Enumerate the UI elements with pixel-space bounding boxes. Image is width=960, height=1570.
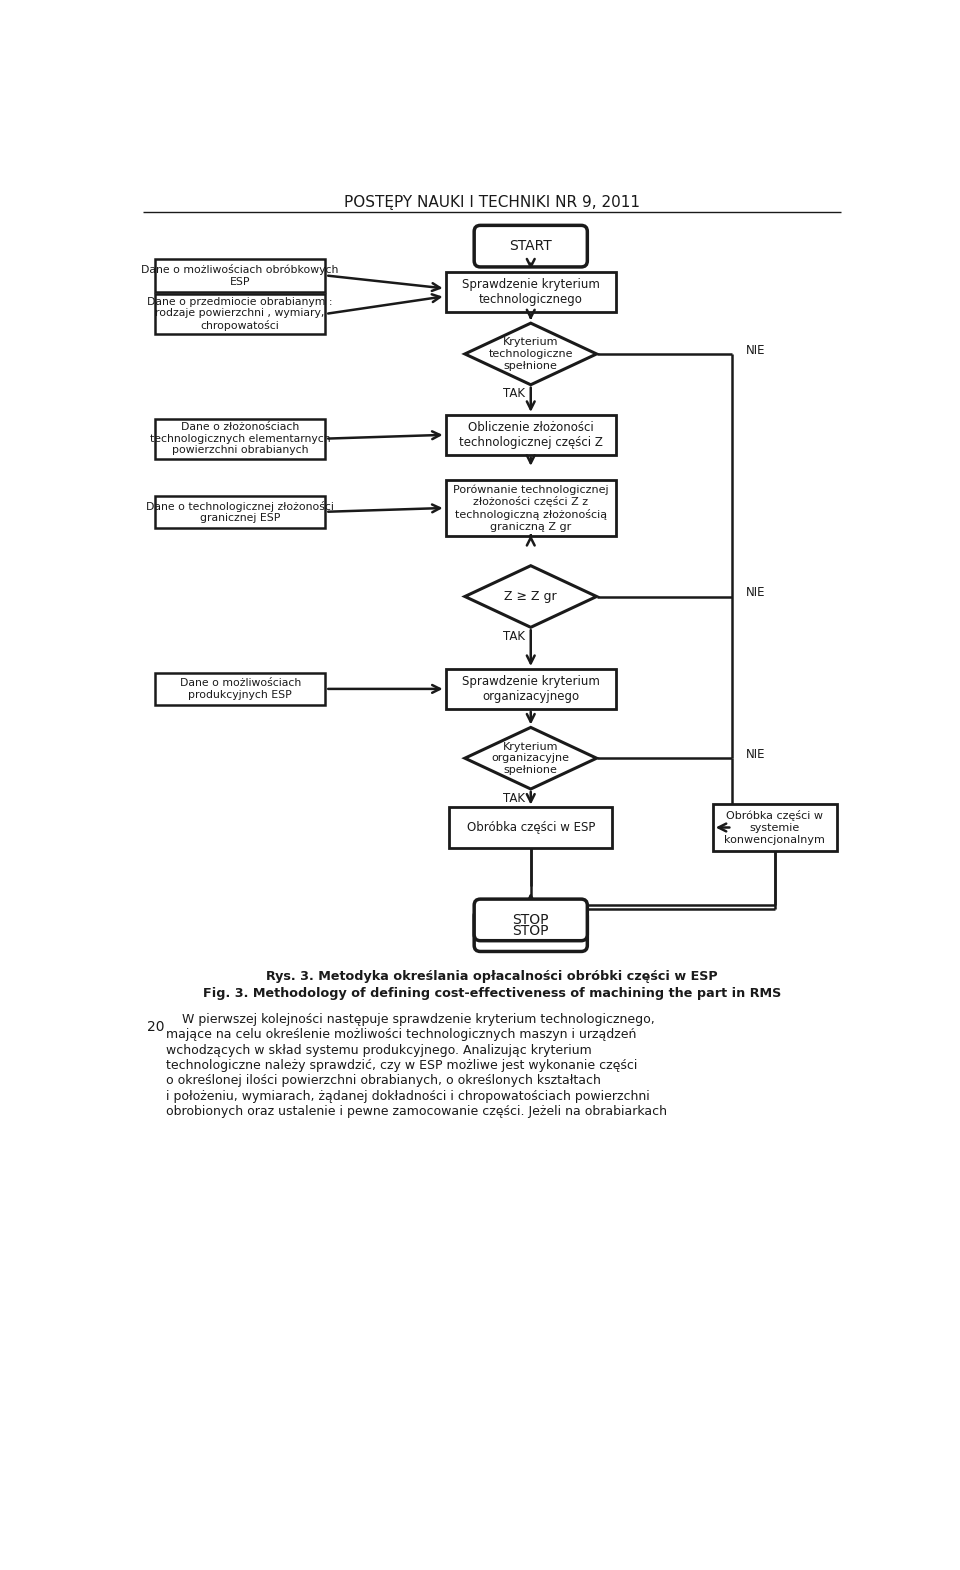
FancyBboxPatch shape — [155, 259, 325, 292]
FancyBboxPatch shape — [449, 807, 612, 848]
Text: Dane o technologicznej złożoności
granicznej ESP: Dane o technologicznej złożoności granic… — [146, 501, 334, 523]
Text: 20: 20 — [147, 1020, 164, 1035]
Text: NIE: NIE — [746, 344, 766, 356]
Text: technologiczne należy sprawdzić, czy w ESP możliwe jest wykonanie części: technologiczne należy sprawdzić, czy w E… — [166, 1058, 637, 1072]
Text: Dane o przedmiocie obrabianym :
rodzaje powierzchni , wymiary,
chropowatości: Dane o przedmiocie obrabianym : rodzaje … — [148, 297, 333, 331]
FancyBboxPatch shape — [155, 294, 325, 334]
Text: Dane o możliwościach
produkcyjnych ESP: Dane o możliwościach produkcyjnych ESP — [180, 678, 300, 700]
Text: Sprawdzenie kryterium
technologicznego: Sprawdzenie kryterium technologicznego — [462, 278, 600, 306]
FancyBboxPatch shape — [155, 496, 325, 528]
Text: TAK: TAK — [503, 388, 525, 400]
FancyBboxPatch shape — [155, 672, 325, 705]
Text: Porównanie technologicznej
złożoności części Z z
technologiczną złożonością
gran: Porównanie technologicznej złożoności cz… — [453, 484, 609, 532]
FancyBboxPatch shape — [445, 414, 616, 455]
Text: TAK: TAK — [503, 630, 525, 644]
Text: Z ≥ Z gr: Z ≥ Z gr — [504, 590, 557, 603]
Text: obrobionych oraz ustalenie i pewne zamocowanie części. Jeżeli na obrabiarkach: obrobionych oraz ustalenie i pewne zamoc… — [166, 1105, 667, 1118]
Text: STOP: STOP — [513, 912, 549, 926]
Text: Dane o możliwościach obróbkowych
ESP: Dane o możliwościach obróbkowych ESP — [141, 264, 339, 287]
Text: Rys. 3. Metodyka określania opłacalności obróbki części w ESP: Rys. 3. Metodyka określania opłacalności… — [266, 970, 718, 983]
FancyBboxPatch shape — [445, 669, 616, 710]
FancyBboxPatch shape — [713, 804, 837, 851]
Text: Obróbka części w
systemie
konwencjonalnym: Obróbka części w systemie konwencjonalny… — [725, 810, 826, 845]
Polygon shape — [465, 727, 596, 790]
Text: Obliczenie złożoności
technologicznej części Z: Obliczenie złożoności technologicznej cz… — [459, 421, 603, 449]
Text: TAK: TAK — [503, 791, 525, 805]
FancyBboxPatch shape — [474, 900, 588, 940]
FancyBboxPatch shape — [445, 480, 616, 535]
Text: STOP: STOP — [513, 923, 549, 937]
Text: POSTĘPY NAUKI I TECHNIKI NR 9, 2011: POSTĘPY NAUKI I TECHNIKI NR 9, 2011 — [344, 195, 640, 210]
Polygon shape — [465, 565, 596, 628]
Text: Kryterium
organizacyjne
spełnione: Kryterium organizacyjne spełnione — [492, 741, 569, 776]
FancyBboxPatch shape — [474, 911, 588, 951]
Text: mające na celu określenie możliwości technologicznych maszyn i urządzeń: mające na celu określenie możliwości tec… — [166, 1028, 636, 1041]
FancyBboxPatch shape — [155, 419, 325, 458]
Text: wchodzących w skład systemu produkcyjnego. Analizując kryterium: wchodzących w skład systemu produkcyjneg… — [166, 1044, 592, 1057]
FancyBboxPatch shape — [445, 272, 616, 312]
Text: Fig. 3. Methodology of defining cost-effectiveness of machining the part in RMS: Fig. 3. Methodology of defining cost-eff… — [203, 988, 781, 1000]
Text: Obróbka części w ESP: Obróbka części w ESP — [467, 821, 595, 834]
Text: i położeniu, wymiarach, żądanej dokładności i chropowatościach powierzchni: i położeniu, wymiarach, żądanej dokładno… — [166, 1090, 650, 1102]
Text: W pierwszej kolejności następuje sprawdzenie kryterium technologicznego,: W pierwszej kolejności następuje sprawdz… — [166, 1013, 656, 1025]
Text: NIE: NIE — [746, 747, 766, 761]
Text: START: START — [510, 239, 552, 253]
Text: o określonej ilości powierzchni obrabianych, o określonych kształtach: o określonej ilości powierzchni obrabian… — [166, 1074, 601, 1088]
Text: Kryterium
technologiczne
spełnione: Kryterium technologiczne spełnione — [489, 338, 573, 371]
Text: Sprawdzenie kryterium
organizacyjnego: Sprawdzenie kryterium organizacyjnego — [462, 675, 600, 703]
Text: Dane o złożonościach
technologicznych elementarnych
powierzchni obrabianych: Dane o złożonościach technologicznych el… — [150, 422, 330, 455]
FancyBboxPatch shape — [474, 226, 588, 267]
Polygon shape — [465, 323, 596, 385]
Text: NIE: NIE — [746, 586, 766, 600]
